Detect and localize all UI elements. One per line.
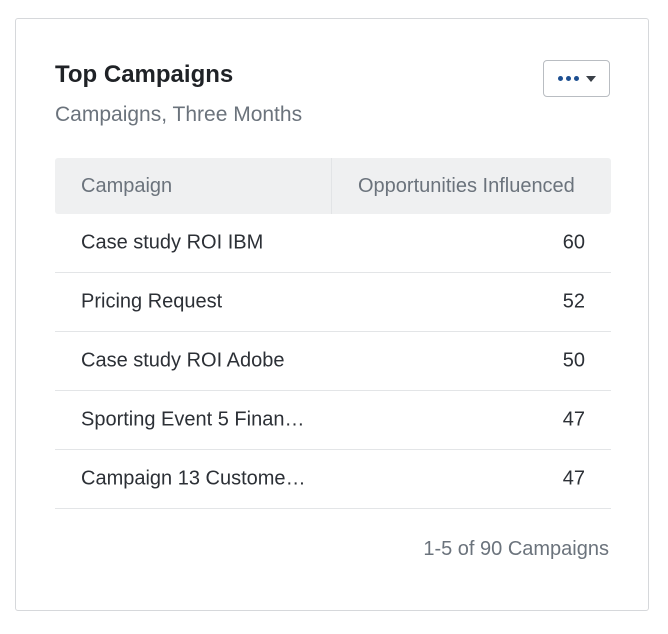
campaign-name[interactable]: Pricing Request [81, 290, 223, 313]
campaign-name[interactable]: Case study ROI IBM [81, 231, 264, 254]
table-body: Case study ROI IBM 60 Pricing Request 52… [55, 214, 611, 509]
opportunities-value: 52 [562, 290, 585, 313]
campaign-name[interactable]: Campaign 13 Customer Appreciation [81, 467, 307, 490]
column-divider [331, 158, 332, 214]
campaign-name[interactable]: Sporting Event 5 Financial Services [81, 408, 307, 431]
caret-down-icon [585, 75, 596, 82]
widget-subtitle: Campaigns, Three Months [55, 103, 303, 126]
column-header-campaign[interactable]: Campaign [81, 174, 173, 197]
opportunities-value: 47 [562, 467, 585, 490]
table-row[interactable]: Case study ROI IBM 60 [55, 214, 611, 273]
more-dots-icon [557, 76, 579, 81]
table-row[interactable]: Campaign 13 Customer Appreciation 47 [55, 450, 611, 509]
table-header: Campaign Opportunities Influenced [55, 158, 611, 214]
campaigns-table: Campaign Opportunities Influenced Case s… [55, 158, 611, 509]
table-row[interactable]: Case study ROI Adobe 50 [55, 332, 611, 391]
widget-menu-button[interactable] [543, 60, 610, 97]
opportunities-value: 47 [562, 408, 585, 431]
pagination-summary: 1-5 of 90 Campaigns [423, 538, 609, 560]
widget-title: Top Campaigns [55, 61, 234, 88]
opportunities-value: 50 [562, 349, 585, 372]
campaign-name[interactable]: Case study ROI Adobe [81, 349, 285, 372]
top-campaigns-card: Top Campaigns Campaigns, Three Months Ca… [15, 18, 649, 611]
table-row[interactable]: Sporting Event 5 Financial Services 47 [55, 391, 611, 450]
opportunities-value: 60 [562, 231, 585, 254]
table-row[interactable]: Pricing Request 52 [55, 273, 611, 332]
column-header-opportunities[interactable]: Opportunities Influenced [358, 174, 575, 197]
